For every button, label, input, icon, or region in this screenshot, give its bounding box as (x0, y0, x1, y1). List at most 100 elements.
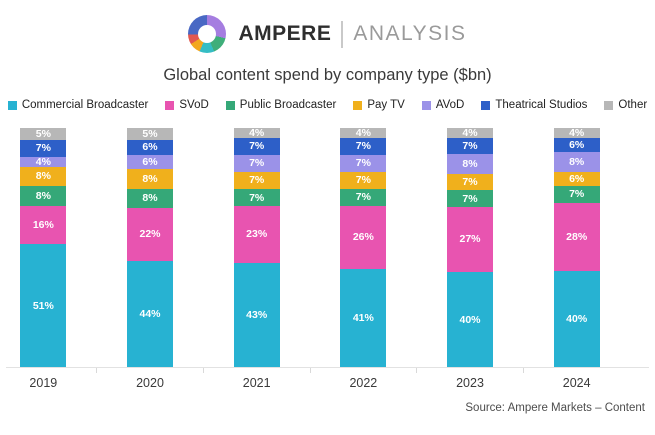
bar-segment: 43% (233, 262, 280, 368)
bar-segment: 44% (127, 261, 173, 368)
bar-segment: 6% (553, 137, 600, 153)
legend: Commercial Broadcaster SVoD Public Broadca… (0, 99, 655, 111)
segment-value-label: 5% (142, 127, 158, 140)
segment-value-label: 7% (569, 188, 585, 201)
bar-segment: 27% (447, 207, 494, 272)
bar-segment: 7% (340, 171, 387, 189)
x-axis-line (6, 367, 649, 368)
bar-segment: 16% (20, 205, 67, 245)
logo-divider (341, 20, 344, 48)
ampere-donut-logo-icon (188, 15, 227, 53)
legend-swatch (353, 100, 363, 110)
segment-value-label: 40% (566, 313, 588, 326)
bar-segment: 7% (447, 173, 494, 191)
legend-label: Theatrical Studios (495, 99, 588, 111)
segment-value-label: 7% (249, 140, 265, 153)
segment-value-label: 16% (32, 218, 54, 231)
legend-label: AVoD (435, 99, 465, 111)
segment-value-label: 8% (35, 189, 51, 202)
bar-segment: 40% (447, 271, 494, 368)
bar-segment: 7% (233, 172, 280, 190)
bar-segment: 7% (233, 189, 280, 207)
segment-value-label: 28% (566, 230, 588, 243)
bar-segment: 51% (20, 244, 67, 368)
bar-segment: 28% (553, 203, 600, 271)
year-label: 2022 (349, 376, 378, 390)
stacked-bar: 4% 7% 8% 7% 7% 27% 40% (447, 126, 494, 368)
bar-column: 5% 7% 4% 8% 8% 16% 51% (0, 128, 98, 373)
segment-value-label: 7% (249, 157, 265, 170)
bar-segment: 5% (20, 128, 67, 141)
year-label: 2024 (562, 376, 591, 390)
year-label: 2023 (456, 376, 484, 390)
legend-label: SVoD (179, 99, 209, 111)
bar-segment: 7% (553, 186, 600, 204)
segment-value-label: 4% (462, 126, 478, 139)
logo-brand-text: AMPERE (238, 22, 332, 45)
axis-tick (522, 368, 524, 373)
axis-tick (96, 368, 98, 373)
segment-value-label: 7% (35, 142, 51, 155)
bar-segment: 7% (340, 154, 387, 172)
segment-value-label: 7% (462, 139, 478, 152)
stacked-bar: 4% 7% 7% 7% 7% 23% 43% (233, 128, 280, 368)
legend-swatch (481, 100, 491, 110)
bar-segment: 7% (233, 154, 280, 173)
bar-column: 5% 6% 6% 8% 8% 22% 44% (97, 128, 204, 373)
axis-tick (309, 368, 311, 373)
year-label: 2020 (136, 376, 164, 390)
segment-value-label: 8% (142, 192, 158, 204)
bar-segment: 26% (340, 205, 387, 269)
segment-value-label: 8% (142, 172, 158, 185)
legend-item: Theatrical Studios (481, 99, 587, 111)
legend-label: Other (618, 99, 648, 111)
bar-segment: 8% (127, 188, 173, 208)
legend-item: AVoD (421, 99, 465, 111)
bar-segment: 4% (20, 155, 67, 168)
bar-segment: 41% (340, 268, 387, 368)
bar-segment: 8% (553, 152, 600, 172)
bar-segment: 8% (20, 166, 67, 187)
bar-column: 4% 7% 7% 7% 7% 26% 41% (310, 128, 418, 373)
legend-item: Pay TV (353, 99, 405, 111)
segment-value-label: 7% (462, 192, 478, 205)
legend-label: Public Broadcaster (239, 99, 337, 111)
segment-value-label: 6% (142, 141, 158, 154)
segment-value-label: 8% (569, 155, 585, 168)
bar-segment: 23% (233, 206, 280, 263)
plot-area: 5% 7% 4% 8% 8% 16% 51% 5% 6% 6% 8% 8% 22% 44% 4% 7% 7% 7%… (0, 126, 630, 373)
bar-segment: 4% (233, 128, 280, 138)
segment-value-label: 43% (246, 309, 268, 322)
segment-value-label: 7% (462, 175, 478, 188)
legend-swatch (225, 100, 235, 110)
legend-swatch (165, 100, 175, 110)
segment-value-label: 26% (352, 230, 374, 243)
bar-segment: 4% (447, 126, 494, 139)
bar-segment: 5% (127, 127, 173, 141)
stacked-bar: 5% 6% 6% 8% 8% 22% 44% (127, 128, 173, 368)
segment-value-label: 27% (459, 233, 481, 246)
bar-column: 4% 7% 8% 7% 7% 27% 40% (417, 126, 524, 373)
segment-value-label: 41% (352, 312, 374, 325)
bar-segment: 7% (233, 137, 280, 155)
legend-swatch (7, 100, 17, 110)
chart-title: Global content spend by company type ($b… (163, 66, 492, 84)
bar-segment: 7% (340, 188, 387, 206)
bar-segment: 4% (340, 128, 387, 138)
bar-segment: 7% (447, 190, 494, 208)
segment-value-label: 6% (569, 172, 585, 185)
bar-segment: 6% (553, 171, 600, 187)
segment-value-label: 7% (249, 191, 265, 204)
year-label: 2019 (29, 376, 58, 390)
x-axis-labels: 2019 2020 2021 2022 2023 2024 (0, 374, 630, 392)
segment-value-label: 6% (142, 155, 158, 168)
legend-swatch (421, 100, 431, 110)
segment-value-label: 4% (35, 155, 51, 168)
segment-value-label: 8% (35, 170, 51, 183)
segment-value-label: 7% (355, 190, 371, 203)
stacked-bar: 5% 7% 4% 8% 8% 16% 51% (20, 128, 67, 368)
bar-column: 4% 6% 8% 6% 7% 28% 40% (523, 128, 630, 368)
legend-label: Commercial Broadcaster (21, 99, 149, 111)
legend-item: Public Broadcaster (225, 99, 337, 111)
